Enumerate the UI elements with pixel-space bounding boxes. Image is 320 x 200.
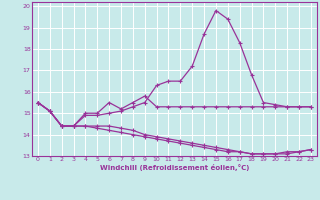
- X-axis label: Windchill (Refroidissement éolien,°C): Windchill (Refroidissement éolien,°C): [100, 164, 249, 171]
